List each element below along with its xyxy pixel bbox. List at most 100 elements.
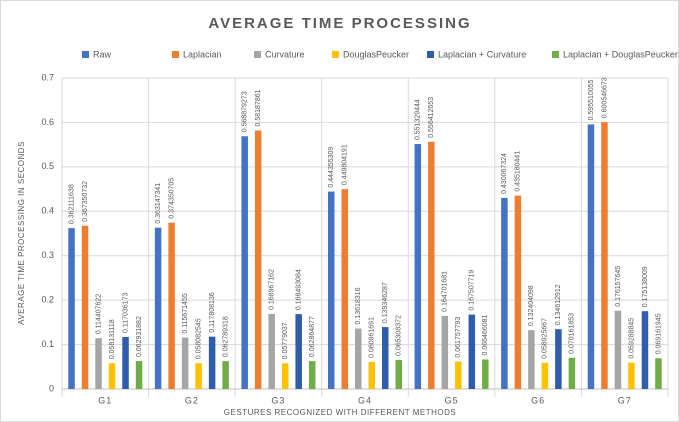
bar: [208, 336, 216, 389]
y-axis-title: AVERAGE TIME PROCESSING IN SECONDS: [17, 141, 26, 325]
y-tick-label: 0.6: [41, 117, 54, 127]
value-label: 0.58187861: [255, 89, 262, 126]
x-tick-label: G2: [185, 395, 199, 405]
value-label: 0.062789318: [222, 316, 229, 357]
bar: [587, 124, 595, 389]
value-label: 0.05779037: [282, 322, 289, 359]
bar: [568, 357, 576, 389]
bar: [95, 338, 102, 389]
value-label: 0.435180441: [515, 151, 522, 192]
legend-label: Laplacian + DouglasPeucker: [563, 49, 678, 59]
y-tick-label: 0.4: [41, 206, 54, 216]
y-tick-label: 0: [49, 383, 54, 393]
value-label: 0.060961691: [369, 317, 376, 358]
value-label: 0.059288845: [628, 318, 635, 359]
legend-label: Curvature: [265, 49, 305, 59]
bar: [122, 337, 129, 389]
value-label: 0.115671455: [182, 293, 189, 333]
bar: [414, 144, 422, 389]
x-tick-label: G3: [271, 395, 285, 405]
bar: [555, 329, 562, 389]
bar: [655, 358, 662, 389]
value-label: 0.556412653: [428, 97, 435, 138]
value-label: 0.070161853: [569, 313, 576, 354]
bar: [428, 141, 435, 389]
bar: [241, 136, 248, 389]
y-tick-label: 0.1: [41, 339, 54, 349]
y-tick-label: 0.3: [41, 250, 54, 260]
legend-swatch: [427, 51, 434, 58]
bar: [168, 222, 175, 389]
bar: [195, 363, 202, 389]
bar: [501, 197, 508, 389]
x-tick-label: G1: [98, 395, 112, 405]
bar: [614, 310, 622, 389]
value-label: 0.058082545: [195, 318, 202, 359]
bar: [268, 313, 275, 389]
value-label: 0.114407622: [95, 294, 102, 334]
bar: [154, 227, 162, 389]
value-label: 0.065308372: [396, 315, 403, 356]
x-tick-label: G6: [531, 395, 545, 405]
legend-swatch: [254, 51, 261, 58]
bar: [281, 363, 289, 389]
bar: [368, 361, 375, 389]
value-label: 0.444355309: [328, 147, 335, 188]
value-label: 0.058131118: [109, 319, 116, 359]
value-label: 0.062864877: [309, 316, 316, 357]
bar: [468, 314, 476, 389]
bar: [528, 330, 535, 389]
legend-swatch: [552, 51, 559, 58]
legend-label: Raw: [93, 49, 112, 59]
value-label: 0.139346287: [382, 282, 389, 323]
bar: [135, 361, 143, 389]
bar: [328, 191, 335, 389]
y-tick-label: 0.2: [41, 295, 54, 305]
value-label: 0.069161945: [655, 313, 662, 354]
bar: [395, 359, 402, 389]
value-label: 0.061757793: [455, 317, 462, 358]
bar: [628, 362, 635, 389]
value-label: 0.568879273: [242, 91, 249, 132]
value-label: 0.367350732: [82, 181, 89, 222]
bar: [441, 315, 449, 389]
value-label: 0.176157645: [615, 266, 622, 307]
value-label: 0.117036173: [122, 293, 129, 333]
legend-swatch: [172, 51, 179, 58]
bar: [455, 361, 462, 389]
bar: [541, 362, 549, 389]
value-label: 0.595510055: [588, 79, 595, 120]
legend-swatch: [82, 51, 89, 58]
value-label: 0.066466081: [482, 314, 489, 355]
bar: [641, 311, 649, 389]
x-tick-label: G7: [618, 395, 632, 405]
value-label: 0.362111638: [68, 184, 75, 224]
bar: [68, 228, 75, 389]
value-label: 0.168493084: [296, 269, 303, 310]
bar: [308, 361, 316, 389]
bar: [81, 225, 89, 389]
x-tick-label: G4: [358, 395, 372, 405]
bar: [514, 195, 522, 389]
bar: [382, 327, 389, 389]
value-label: 0.551329444: [415, 99, 422, 140]
bar: [254, 130, 262, 389]
value-label: 0.13618316: [355, 287, 362, 324]
legend-label: DouglasPeucker: [343, 49, 409, 59]
y-tick-label: 0.5: [41, 161, 54, 171]
legend-swatch: [332, 51, 339, 58]
chart-title: AVERAGE TIME PROCESSING: [208, 15, 471, 32]
value-label: 0.430067324: [501, 153, 508, 194]
x-tick-label: G5: [445, 395, 459, 405]
legend-label: Laplacian: [183, 49, 222, 59]
value-label: 0.600546673: [601, 77, 608, 118]
y-tick-label: 0.7: [41, 72, 54, 82]
bar: [601, 122, 608, 389]
value-label: 0.132404098: [528, 285, 535, 326]
value-label: 0.363147341: [155, 183, 162, 224]
value-label: 0.167507719: [469, 270, 476, 311]
bar: [181, 337, 189, 389]
value-label: 0.164701681: [442, 271, 449, 312]
value-label: 0.168967162: [269, 269, 276, 310]
